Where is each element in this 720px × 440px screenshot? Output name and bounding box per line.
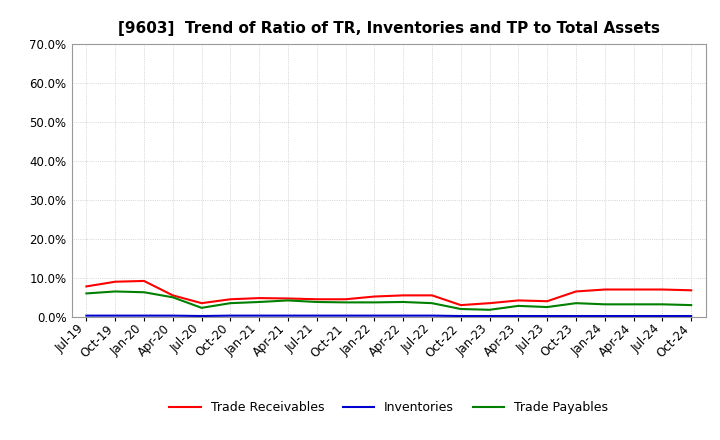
Inventories: [370, 313, 379, 318]
Inventories: [514, 313, 523, 319]
Inventories: [543, 313, 552, 319]
Trade Receivables: [255, 295, 264, 301]
Trade Receivables: [399, 293, 408, 298]
Trade Payables: [341, 300, 350, 305]
Trade Payables: [658, 302, 667, 307]
Trade Payables: [456, 306, 465, 312]
Trade Receivables: [456, 302, 465, 308]
Trade Receivables: [111, 279, 120, 284]
Trade Payables: [514, 303, 523, 308]
Trade Payables: [197, 305, 206, 311]
Trade Payables: [284, 298, 292, 303]
Trade Receivables: [226, 297, 235, 302]
Trade Receivables: [687, 288, 696, 293]
Trade Receivables: [82, 284, 91, 289]
Inventories: [629, 313, 638, 319]
Trade Receivables: [284, 296, 292, 301]
Inventories: [168, 313, 177, 318]
Trade Payables: [255, 299, 264, 304]
Trade Receivables: [428, 293, 436, 298]
Trade Payables: [428, 301, 436, 306]
Trade Receivables: [370, 294, 379, 299]
Legend: Trade Receivables, Inventories, Trade Payables: Trade Receivables, Inventories, Trade Pa…: [169, 401, 608, 414]
Inventories: [658, 313, 667, 319]
Trade Payables: [629, 302, 638, 307]
Trade Receivables: [197, 301, 206, 306]
Inventories: [82, 313, 91, 318]
Line: Trade Receivables: Trade Receivables: [86, 281, 691, 305]
Trade Receivables: [543, 299, 552, 304]
Trade Payables: [312, 299, 321, 304]
Inventories: [600, 313, 609, 319]
Inventories: [111, 313, 120, 318]
Trade Receivables: [140, 279, 148, 284]
Inventories: [140, 313, 148, 318]
Trade Receivables: [168, 293, 177, 298]
Line: Trade Payables: Trade Payables: [86, 291, 691, 310]
Trade Receivables: [600, 287, 609, 292]
Trade Receivables: [514, 298, 523, 303]
Trade Receivables: [572, 289, 580, 294]
Inventories: [485, 313, 494, 319]
Trade Payables: [140, 290, 148, 295]
Inventories: [341, 313, 350, 318]
Trade Payables: [687, 302, 696, 308]
Inventories: [572, 313, 580, 319]
Trade Payables: [600, 302, 609, 307]
Trade Receivables: [312, 297, 321, 302]
Trade Payables: [572, 301, 580, 306]
Trade Payables: [82, 291, 91, 296]
Inventories: [428, 313, 436, 318]
Inventories: [255, 313, 264, 318]
Trade Payables: [485, 307, 494, 312]
Inventories: [399, 313, 408, 318]
Trade Receivables: [341, 297, 350, 302]
Trade Payables: [370, 300, 379, 305]
Inventories: [687, 313, 696, 319]
Inventories: [312, 313, 321, 318]
Inventories: [226, 313, 235, 318]
Inventories: [284, 313, 292, 318]
Inventories: [456, 313, 465, 319]
Trade Receivables: [658, 287, 667, 292]
Trade Payables: [226, 301, 235, 306]
Trade Payables: [111, 289, 120, 294]
Trade Receivables: [485, 301, 494, 306]
Trade Payables: [168, 295, 177, 300]
Trade Payables: [543, 304, 552, 310]
Trade Payables: [399, 299, 408, 304]
Title: [9603]  Trend of Ratio of TR, Inventories and TP to Total Assets: [9603] Trend of Ratio of TR, Inventories…: [118, 21, 660, 36]
Trade Receivables: [629, 287, 638, 292]
Inventories: [197, 313, 206, 319]
